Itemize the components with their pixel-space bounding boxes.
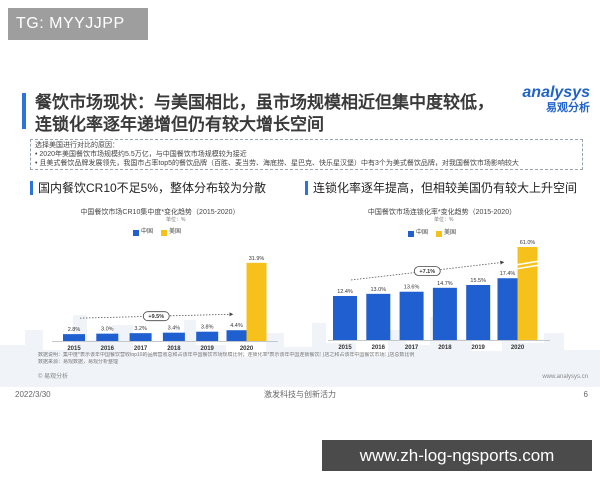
legend-swatch-china <box>408 230 414 237</box>
growth-badge <box>142 311 170 322</box>
legend-label-usa: 美国 <box>169 229 182 235</box>
bar-series-1-2020 <box>246 262 267 341</box>
watermark-bottom: www.zh-log-ngsports.com <box>322 440 592 471</box>
website-link[interactable]: www.analysys.cn <box>542 374 588 380</box>
legend-item-usa: 美国 <box>161 229 181 236</box>
footer-slogan: 激发科技与创新活力 <box>264 390 336 399</box>
skyline-background <box>0 315 600 387</box>
bar-series-0-2017 <box>129 333 152 341</box>
data-label: 31.9% <box>249 256 265 262</box>
legend-label-china: 中国 <box>416 230 429 236</box>
x-tick-label: 2020 <box>511 345 525 351</box>
footer-date: 2022/3/30 <box>15 390 51 399</box>
title-accent-bar <box>22 93 26 129</box>
left-section-title: 国内餐饮CR10不足5%，整体分布较为分散 <box>38 181 267 195</box>
bar-series-0-2016 <box>366 293 391 340</box>
x-tick-label: 2015 <box>67 346 81 352</box>
bar-series-0-2018 <box>432 287 457 340</box>
slide-title-line-2: 连锁化率逐年递增但仍有较大增长空间 <box>35 115 324 134</box>
right-section-title: 连锁化率逐年提高，但相较美国仍有较大上升空间 <box>313 181 578 195</box>
logo-wordmark: analysys <box>522 84 590 101</box>
x-tick-label: 2017 <box>405 345 419 351</box>
logo-chinese-name: 易观分析 <box>546 102 590 114</box>
right-chart-title: 中国餐饮市场连锁化率*变化趋势（2015-2020） <box>367 209 517 216</box>
chart-notes: 数据说明：集中度*表示该年中国餐饮营收top10的品牌营收总和占该年中国餐饮市场… <box>38 352 583 366</box>
data-label: 12.4% <box>337 289 353 295</box>
bar-series-1-2020 <box>517 247 538 340</box>
data-label: 3.2% <box>134 326 147 332</box>
bar-series-0-2015 <box>333 295 357 340</box>
reason-bullet: 2020年美国餐饮市场规模约5.5万亿，与中国餐饮市场规模较为接近 <box>35 150 578 159</box>
left-chart-unit: 单位：% <box>166 217 186 223</box>
right-chart-legend: 中国 美国 <box>408 230 464 237</box>
analysys-logo: analysys 易观分析 <box>506 84 590 115</box>
data-label: 13.0% <box>370 287 386 293</box>
data-label: 61.0% <box>520 240 536 246</box>
legend-swatch-china <box>133 229 139 236</box>
bar-series-0-2019 <box>466 284 491 340</box>
data-label: 2.8% <box>68 327 81 333</box>
data-label: 14.7% <box>437 281 453 287</box>
bar-series-0-2015 <box>63 334 85 341</box>
slide-title: 餐饮市场现状：与美国相比，虽市场规模相近但集中度较低， 连锁化率逐年递增但仍有较… <box>35 92 505 136</box>
watermark-top: TG: MYYJJPP <box>8 8 148 40</box>
right-section-accent <box>305 181 308 195</box>
data-label: 4.4% <box>230 323 243 329</box>
right-chart-plot: 2015 12.4% 2016 13.0% 2017 13.6% 2018 14.7% 2019… <box>328 240 550 351</box>
x-tick-label: 2016 <box>372 345 386 351</box>
data-label: 17.4% <box>500 271 516 277</box>
axis-break-mark <box>515 260 540 266</box>
data-label: 3.4% <box>168 326 181 332</box>
bar-series-0-2018 <box>162 332 185 341</box>
copyright: © 易观分析 <box>38 374 69 380</box>
bar-series-0-2016 <box>96 333 119 341</box>
x-tick-label: 2020 <box>240 346 254 352</box>
left-chart-title: 中国餐饮市场CR10集中度*变化趋势（2015-2020） <box>80 209 240 216</box>
x-tick-label: 2016 <box>101 346 115 352</box>
x-tick-label: 2018 <box>438 345 452 351</box>
data-label: 13.6% <box>404 285 420 291</box>
growth-rate-label: +9.5% <box>148 314 164 320</box>
data-source: 数据来源：易观数据，易观分析整理 <box>38 359 119 365</box>
x-tick-label: 2019 <box>472 345 486 351</box>
data-label: 15.5% <box>470 278 486 284</box>
x-tick-label: 2017 <box>134 346 148 352</box>
data-label: 3.8% <box>201 325 214 331</box>
bar-series-0-2017 <box>399 291 424 340</box>
data-note: 数据说明：集中度*表示该年中国餐饮营收top10的品牌营收总和占该年中国餐饮市场… <box>38 352 415 358</box>
left-section-accent <box>30 181 33 195</box>
axis-break-mark <box>515 264 540 270</box>
reason-heading: 选择美国进行对比的原因： <box>35 142 119 149</box>
legend-item-china: 中国 <box>408 230 428 237</box>
growth-rate-label: +7.1% <box>419 269 435 275</box>
reason-box: 选择美国进行对比的原因： 2020年美国餐饮市场规模约5.5万亿，与中国餐饮市场… <box>30 139 583 170</box>
legend-swatch-usa <box>161 229 168 236</box>
bar-series-0-2020 <box>226 330 247 341</box>
legend-item-china: 中国 <box>133 229 153 236</box>
bar-series-0-2019 <box>196 331 219 341</box>
x-tick-label: 2019 <box>201 346 215 352</box>
legend-swatch-usa <box>436 230 443 237</box>
left-chart-plot: 2015 2.8% 2016 3.0% 2017 3.2% 2018 3.4% 2019 3.8%… <box>52 256 278 352</box>
bar-series-0-2020 <box>497 278 518 340</box>
x-tick-label: 2018 <box>167 346 181 352</box>
x-tick-label: 2015 <box>338 345 352 351</box>
reason-bullet: 且美式餐饮品牌发展领先，我国市占率top5的餐饮品牌（百胜、麦当劳、海底捞、星巴… <box>35 159 578 168</box>
legend-label-usa: 美国 <box>444 230 457 236</box>
left-chart-legend: 中国 美国 <box>133 229 189 236</box>
data-label: 3.0% <box>101 327 114 333</box>
growth-badge <box>413 266 441 277</box>
footer-page-number: 6 <box>583 390 588 399</box>
legend-label-china: 中国 <box>141 229 154 235</box>
slide-title-line-1: 餐饮市场现状：与美国相比，虽市场规模相近但集中度较低， <box>35 93 494 112</box>
right-chart-unit: 单位：% <box>434 217 454 223</box>
legend-item-usa: 美国 <box>436 230 456 237</box>
